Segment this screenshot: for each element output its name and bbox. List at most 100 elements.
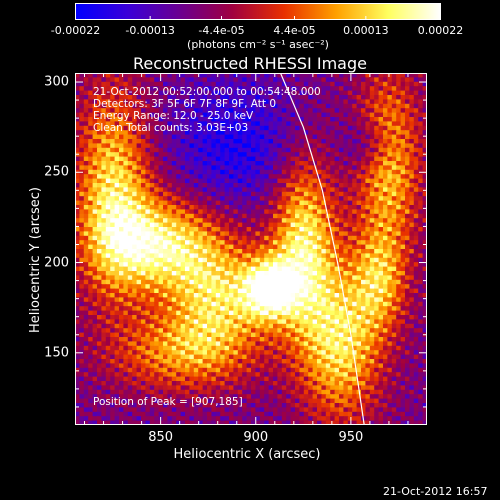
heatmap-cell xyxy=(242,262,248,268)
heatmap-cell xyxy=(343,328,349,334)
heatmap-cell xyxy=(369,218,375,224)
heatmap-cell xyxy=(246,253,252,259)
heatmap-cell xyxy=(101,323,107,329)
heatmap-cell xyxy=(378,341,384,347)
heatmap-cell xyxy=(273,174,278,180)
heatmap-cell xyxy=(75,310,80,316)
heatmap-cell xyxy=(413,165,419,171)
heatmap-cell xyxy=(418,139,424,144)
heatmap-cell xyxy=(185,271,190,276)
heatmap-cell xyxy=(193,323,199,329)
heatmap-cell xyxy=(334,121,340,127)
heatmap-cell xyxy=(202,147,208,153)
heatmap-cell xyxy=(409,77,415,83)
heatmap-cell xyxy=(405,213,410,219)
heatmap-cell xyxy=(264,86,270,92)
heatmap-cell xyxy=(295,130,300,136)
heatmap-cell xyxy=(251,112,256,118)
heatmap-cell xyxy=(185,187,190,193)
heatmap-cell xyxy=(141,345,146,351)
heatmap-cell xyxy=(92,205,98,210)
heatmap-cell xyxy=(75,315,80,320)
heatmap-cell xyxy=(325,288,331,294)
heatmap-cell xyxy=(295,222,300,228)
heatmap-cell xyxy=(330,337,336,342)
heatmap-cell xyxy=(391,240,397,246)
heatmap-cell xyxy=(369,147,375,153)
heatmap-cell xyxy=(246,249,252,254)
heatmap-cell xyxy=(220,213,226,219)
heatmap-cell xyxy=(255,235,261,241)
heatmap-cell xyxy=(88,266,94,272)
heatmap-cell xyxy=(88,249,94,254)
heatmap-cell xyxy=(154,319,160,325)
heatmap-cell xyxy=(211,178,217,184)
heatmap-cell xyxy=(422,77,427,83)
heatmap-cell xyxy=(136,213,142,219)
heatmap-cell xyxy=(251,99,256,105)
heatmap-cell xyxy=(145,213,151,219)
heatmap-cell xyxy=(321,86,327,92)
heatmap-cell xyxy=(286,200,292,206)
heatmap-cell xyxy=(378,183,384,188)
heatmap-cell xyxy=(383,81,388,87)
heatmap-cell xyxy=(136,271,142,276)
heatmap-cell xyxy=(374,103,380,109)
heatmap-cell xyxy=(97,121,102,127)
heatmap-cell xyxy=(400,73,406,78)
heatmap-cell xyxy=(409,337,415,342)
heatmap-cell xyxy=(391,288,397,294)
heatmap-cell xyxy=(123,125,129,131)
heatmap-cell xyxy=(295,337,300,342)
heatmap-cell xyxy=(149,332,155,338)
heatmap-cell xyxy=(154,262,160,268)
heatmap-cell xyxy=(251,293,256,298)
heatmap-cell xyxy=(207,73,212,78)
heatmap-cell xyxy=(88,147,94,153)
heatmap-cell xyxy=(286,323,292,329)
heatmap-cell xyxy=(233,244,239,250)
heatmap-cell xyxy=(110,235,116,241)
heatmap-cell xyxy=(132,169,138,175)
heatmap-cell xyxy=(149,271,155,276)
heatmap-cell xyxy=(251,257,256,263)
heatmap-cell xyxy=(158,231,164,237)
heatmap-cell xyxy=(114,143,120,149)
heatmap-cell xyxy=(405,288,410,294)
heatmap-cell xyxy=(229,275,234,281)
heatmap-cell xyxy=(105,108,111,114)
heatmap-cell xyxy=(312,95,318,100)
heatmap-cell xyxy=(418,244,424,250)
heatmap-cell xyxy=(281,253,287,259)
heatmap-cell xyxy=(193,257,199,263)
heatmap-cell xyxy=(330,249,336,254)
heatmap-cell xyxy=(215,284,221,290)
heatmap-cell xyxy=(88,200,94,206)
heatmap-cell xyxy=(418,125,424,131)
heatmap-cell xyxy=(383,222,388,228)
heatmap-cell xyxy=(264,297,270,303)
heatmap-cell xyxy=(132,345,138,351)
heatmap-cell xyxy=(136,253,142,259)
heatmap-cell xyxy=(149,121,155,127)
heatmap-cell xyxy=(176,183,182,188)
heatmap-cell xyxy=(396,187,402,193)
heatmap-cell xyxy=(101,183,107,188)
heatmap-cell xyxy=(422,73,427,78)
heatmap-cell xyxy=(141,90,146,96)
heatmap-cell xyxy=(387,90,393,96)
heatmap-cell xyxy=(299,222,305,228)
heatmap-cell xyxy=(303,117,309,122)
heatmap-cell xyxy=(83,341,89,347)
heatmap-cell xyxy=(334,249,340,254)
heatmap-cell xyxy=(396,271,402,276)
heatmap-cell xyxy=(312,139,318,144)
heatmap-cell xyxy=(92,99,98,105)
heatmap-cell xyxy=(149,253,155,259)
heatmap-cell xyxy=(75,130,80,136)
heatmap-cell xyxy=(422,130,427,136)
heatmap-cell xyxy=(365,134,371,140)
heatmap-cell xyxy=(79,244,85,250)
heatmap-cell xyxy=(268,112,274,118)
heatmap-cell xyxy=(383,275,388,281)
